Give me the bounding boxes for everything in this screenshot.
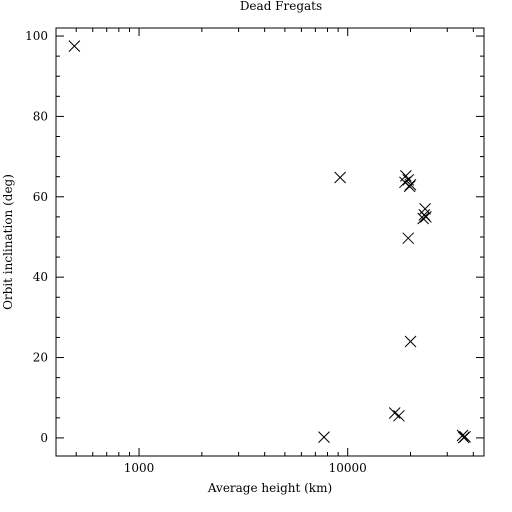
data-point bbox=[457, 431, 470, 444]
x-axis-label: Average height (km) bbox=[207, 481, 332, 495]
y-tick-label: 100 bbox=[25, 29, 48, 43]
x-tick-label: 10000 bbox=[329, 461, 367, 475]
x-tick-label: 1000 bbox=[124, 461, 155, 475]
y-tick-labels: 0 20 40 60 80 100 bbox=[25, 29, 48, 445]
chart-title: Dead Fregats bbox=[240, 0, 322, 13]
data-point bbox=[393, 409, 405, 422]
data-point bbox=[334, 171, 346, 184]
y-axis-label: Orbit inclination (deg) bbox=[1, 174, 15, 310]
y-tick-label: 60 bbox=[33, 190, 48, 204]
data-markers bbox=[68, 40, 471, 444]
y-tick-label: 40 bbox=[33, 270, 48, 284]
plot-frame bbox=[55, 27, 485, 457]
data-point bbox=[68, 40, 81, 52]
data-point bbox=[402, 232, 415, 245]
axis-ticks bbox=[55, 28, 484, 456]
data-point bbox=[420, 211, 432, 223]
y-tick-label: 80 bbox=[33, 109, 48, 123]
data-point bbox=[403, 180, 416, 193]
data-point bbox=[318, 431, 330, 443]
y-tick-label: 20 bbox=[33, 351, 48, 365]
data-point bbox=[456, 429, 469, 442]
y-tick-label: 0 bbox=[40, 431, 48, 445]
data-point bbox=[417, 212, 430, 225]
data-point bbox=[404, 335, 417, 348]
x-tick-labels: 1000 10000 bbox=[124, 461, 367, 475]
